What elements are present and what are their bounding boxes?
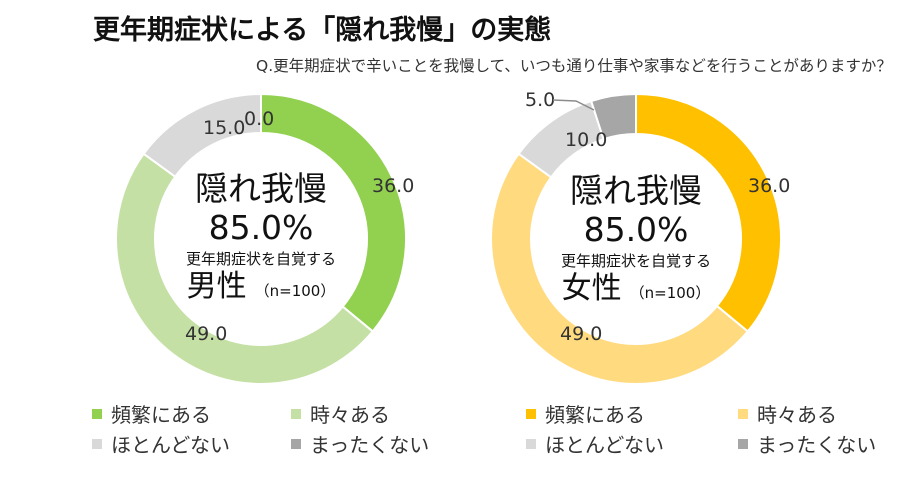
male-center-gender: 男性 bbox=[186, 269, 247, 304]
legend-label: ほとんどない bbox=[111, 433, 230, 457]
male-value-label-3: 0.0 bbox=[244, 108, 274, 130]
male-center-headline: 隠れ我慢 bbox=[195, 169, 327, 208]
legend-label: ほとんどない bbox=[545, 433, 664, 457]
female-segment-1 bbox=[490, 152, 750, 385]
legend-label: まったくない bbox=[310, 433, 430, 457]
female-legend-item-rarely: ほとんどない bbox=[526, 429, 664, 458]
female-legend-item-sometimes: 時々ある bbox=[738, 399, 837, 428]
legend-label: 時々ある bbox=[310, 403, 390, 427]
male-value-label-2: 15.0 bbox=[203, 117, 245, 139]
male-value-label-0: 36.0 bbox=[372, 175, 414, 197]
female-value-label-0: 36.0 bbox=[748, 175, 790, 197]
legend-swatch bbox=[291, 438, 301, 449]
male-segment-1 bbox=[115, 152, 375, 385]
female-legend-item-frequent: 頻繁にある bbox=[526, 399, 645, 428]
female-center-gender: 女性 bbox=[561, 271, 622, 306]
legend-swatch bbox=[92, 408, 102, 419]
female-segment-3 bbox=[589, 92, 637, 141]
female-center-label: 隠れ我慢 85.0% 更年期症状を自覚する 女性 （n=100） bbox=[531, 172, 741, 306]
male-segment-0 bbox=[260, 92, 407, 333]
male-center-subtext: 更年期症状を自覚する bbox=[185, 250, 336, 268]
legend-label: 時々ある bbox=[757, 403, 837, 427]
male-legend-item-frequent: 頻繁にある bbox=[92, 399, 211, 428]
male-center-sample: （n=100） bbox=[254, 282, 336, 300]
female-legend-item-never: まったくない bbox=[738, 429, 876, 458]
chart-title: 更年期症状による「隠れ我慢」の実態 bbox=[93, 15, 552, 46]
legend-label: 頻繁にある bbox=[111, 403, 211, 427]
female-value-label-2: 10.0 bbox=[565, 129, 607, 151]
legend-swatch bbox=[738, 408, 748, 419]
female-leader-line bbox=[552, 99, 595, 111]
legend-swatch bbox=[291, 408, 301, 419]
male-center-label: 隠れ我慢 85.0% 更年期症状を自覚する 男性 （n=100） bbox=[156, 170, 366, 304]
male-center-percent: 85.0% bbox=[208, 208, 314, 247]
female-center-sample: （n=100） bbox=[629, 284, 711, 302]
male-legend-item-rarely: ほとんどない bbox=[92, 429, 230, 458]
male-legend-item-sometimes: 時々ある bbox=[291, 399, 390, 428]
legend-swatch bbox=[738, 438, 748, 449]
female-center-percent: 85.0% bbox=[583, 210, 689, 249]
legend-swatch bbox=[526, 438, 536, 449]
legend-swatch bbox=[526, 408, 536, 419]
female-value-label-3: 5.0 bbox=[525, 89, 555, 111]
male-value-label-1: 49.0 bbox=[185, 323, 227, 345]
legend-swatch bbox=[92, 438, 102, 449]
male-segment-2 bbox=[142, 92, 262, 179]
legend-label: まったくない bbox=[757, 433, 877, 457]
female-center-subtext: 更年期症状を自覚する bbox=[560, 252, 711, 270]
female-center-headline: 隠れ我慢 bbox=[570, 171, 702, 210]
male-legend-item-never: まったくない bbox=[291, 429, 429, 458]
legend-label: 頻繁にある bbox=[545, 403, 645, 427]
female-segment-0 bbox=[635, 92, 782, 333]
female-value-label-1: 49.0 bbox=[560, 323, 602, 345]
survey-question: Q.更年期症状で辛いことを我慢して、いつも通り仕事や家事などを行うことがあります… bbox=[256, 57, 892, 75]
